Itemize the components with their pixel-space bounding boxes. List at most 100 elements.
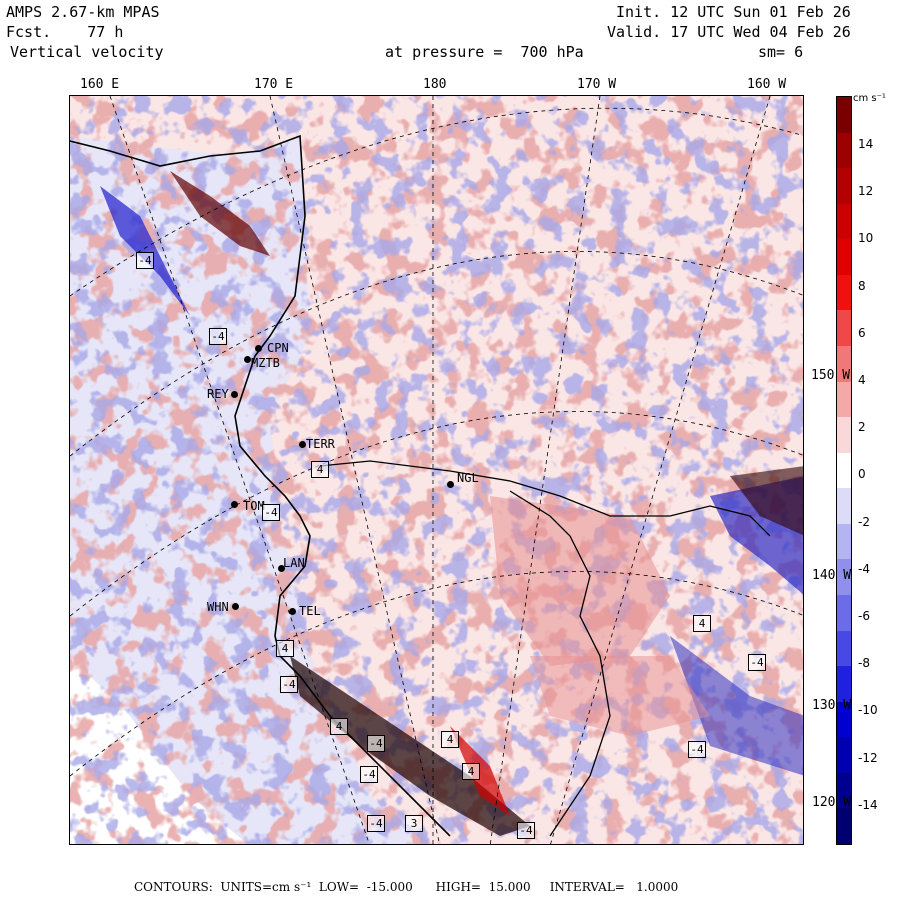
lat-label: 120 W <box>812 795 852 810</box>
colorbar-tick-label: -14 <box>858 797 878 812</box>
colorbar-swatch <box>837 737 851 774</box>
colorbar-swatch <box>837 559 851 596</box>
station-dot <box>278 565 285 572</box>
colorbar-tick-label: 10 <box>858 231 874 246</box>
map-canvas <box>70 96 803 844</box>
model-title: AMPS 2.67-km MPAS <box>6 3 160 21</box>
contour-units: CONTOURS: UNITS=cm s⁻¹ <box>134 880 312 894</box>
colorbar-swatch <box>837 310 851 347</box>
downdraft-area <box>670 636 803 776</box>
station-label: REY <box>207 387 229 401</box>
station-label: LAN <box>283 556 305 570</box>
extremum-mark: -4 <box>517 822 535 839</box>
grounding-line <box>509 490 611 837</box>
contour-high: HIGH= 15.000 <box>435 880 531 894</box>
station-dot <box>244 356 251 363</box>
smoothing: sm= 6 <box>758 43 804 61</box>
colorbar-swatch <box>837 808 851 845</box>
lon-label: 160 W <box>747 77 787 92</box>
lon-label: 170 E <box>254 77 294 92</box>
colorbar-tick-label: -6 <box>858 609 870 623</box>
extremum-mark: -4 <box>367 735 385 752</box>
fcst-value: 77 h <box>87 23 124 41</box>
downdraft-pattern <box>70 96 803 844</box>
colorbar-tick-label: -8 <box>858 656 870 671</box>
extremum-mark: -4 <box>748 654 766 671</box>
mountain-wave-band <box>290 656 530 836</box>
station-dot <box>299 441 306 448</box>
station-label: NGL <box>457 471 479 485</box>
valid-time: Valid. 17 UTC Wed 04 Feb 26 <box>607 23 851 41</box>
station-label: TEL <box>299 604 321 618</box>
extremum-mark: 4 <box>276 640 294 657</box>
lon-label: 170 W <box>577 77 617 92</box>
lon-label: 160 E <box>80 77 120 92</box>
station-label: TOM <box>243 499 265 513</box>
updraft-area <box>530 656 710 736</box>
colorbar-swatch <box>837 203 851 240</box>
colorbar-tick-label: -2 <box>858 514 870 529</box>
lon-label: 180 <box>423 77 447 92</box>
extremum-mark: -4 <box>136 252 154 269</box>
forecast-hour: Fcst. 77 h <box>6 23 123 41</box>
strong-updraft <box>450 726 510 816</box>
extremum-mark: 4 <box>330 718 348 735</box>
contour-interval: INTERVAL= 1.0000 <box>549 880 679 894</box>
colorbar-swatch <box>837 417 851 454</box>
extremum-mark: -4 <box>262 504 280 521</box>
colorbar-swatch <box>837 168 851 205</box>
extremum-mark: -4 <box>209 328 227 345</box>
station-dot <box>255 345 262 352</box>
station-label: TERR <box>306 437 335 451</box>
station-dot <box>232 603 239 610</box>
station-label: MZTB <box>251 356 280 370</box>
station-dot <box>231 391 238 398</box>
colorbar-swatch <box>837 488 851 525</box>
colorbar-units: cm s⁻¹ <box>853 93 886 104</box>
init-time: Init. 12 UTC Sun 01 Feb 26 <box>616 3 851 21</box>
strong-downdraft <box>100 186 190 316</box>
colorbar-swatch <box>837 381 851 418</box>
station-dot <box>289 608 296 615</box>
extremum-mark: 4 <box>693 615 711 632</box>
colorbar-swatch <box>837 523 851 560</box>
strong-updraft <box>170 171 270 256</box>
station-label: WHN <box>207 600 229 614</box>
colorbar-swatch <box>837 97 851 134</box>
strong-updraft <box>730 466 803 536</box>
colorbar-swatch <box>837 274 851 311</box>
colorbar-swatch <box>837 346 851 383</box>
colorbar-swatch <box>837 666 851 703</box>
colorbar-tick-label: 14 <box>858 137 874 151</box>
colorbar-swatch <box>837 630 851 667</box>
coastline <box>70 134 451 837</box>
lat-label: 150 W <box>811 368 851 383</box>
extremum-mark: 4 <box>462 763 480 780</box>
station-dot <box>447 481 454 488</box>
pressure-level: at pressure = 700 hPa <box>385 43 584 61</box>
colorbar-swatch <box>837 452 851 489</box>
colorbar-swatch <box>837 239 851 276</box>
colorbar <box>836 96 852 845</box>
colorbar-tick-label: -10 <box>858 703 878 718</box>
extremum-mark: 4 <box>441 731 459 748</box>
colorbar-tick-label: 4 <box>858 373 866 387</box>
colorbar-tick-label: 12 <box>858 184 874 199</box>
extremum-mark: -4 <box>280 676 298 693</box>
colorbar-tick-label: 0 <box>858 467 866 482</box>
lat-label: 130 W <box>812 698 852 713</box>
fcst-label: Fcst. <box>6 23 52 41</box>
ice-shelf-front <box>319 460 771 537</box>
updraft-area <box>490 496 670 666</box>
extremum-mark: 3 <box>405 815 423 832</box>
field-name: Vertical velocity <box>10 43 164 61</box>
extremum-mark: 4 <box>311 461 329 478</box>
colorbar-tick-label: -12 <box>858 750 878 765</box>
extremum-mark: -4 <box>367 815 385 832</box>
colorbar-tick-label: 6 <box>858 325 866 340</box>
colorbar-swatch <box>837 701 851 738</box>
graticule <box>70 96 803 844</box>
station-dot <box>231 501 238 508</box>
colorbar-swatch <box>837 132 851 169</box>
colorbar-swatch <box>837 595 851 632</box>
